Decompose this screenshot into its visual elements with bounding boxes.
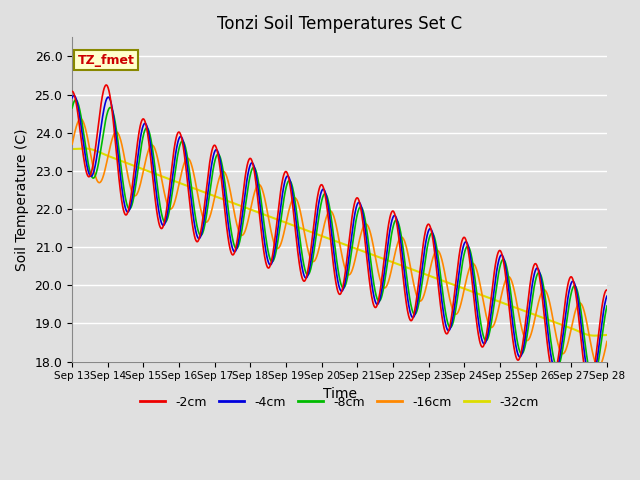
- Line: -4cm: -4cm: [72, 96, 607, 383]
- -32cm: [540, 315, 548, 321]
- Line: -16cm: -16cm: [72, 119, 607, 367]
- -16cm: [540, 287, 548, 293]
- -2cm: [493, 255, 500, 261]
- -32cm: [188, 185, 195, 191]
- -4cm: [70, 93, 78, 98]
- -32cm: [248, 207, 255, 213]
- Title: Tonzi Soil Temperatures Set C: Tonzi Soil Temperatures Set C: [217, 15, 462, 33]
- -16cm: [493, 314, 500, 320]
- -2cm: [68, 88, 76, 94]
- -32cm: [603, 332, 611, 338]
- -16cm: [77, 116, 84, 121]
- -32cm: [80, 145, 88, 151]
- -32cm: [423, 272, 431, 278]
- -32cm: [175, 180, 182, 185]
- -4cm: [540, 294, 548, 300]
- -4cm: [493, 269, 500, 275]
- Line: -2cm: -2cm: [72, 85, 607, 386]
- -2cm: [603, 287, 611, 293]
- -4cm: [248, 160, 255, 166]
- -8cm: [175, 148, 182, 154]
- -4cm: [175, 137, 182, 143]
- -2cm: [540, 308, 548, 314]
- -16cm: [423, 282, 431, 288]
- -8cm: [188, 184, 195, 190]
- -2cm: [586, 384, 593, 389]
- X-axis label: Time: Time: [323, 387, 356, 401]
- -8cm: [423, 248, 431, 253]
- -16cm: [603, 338, 611, 344]
- -16cm: [248, 203, 255, 209]
- -8cm: [493, 283, 500, 289]
- -4cm: [188, 199, 195, 204]
- Line: -8cm: -8cm: [72, 100, 607, 380]
- -16cm: [175, 184, 182, 190]
- -8cm: [248, 168, 255, 174]
- -2cm: [248, 156, 255, 162]
- Y-axis label: Soil Temperature (C): Soil Temperature (C): [15, 128, 29, 271]
- -16cm: [595, 364, 602, 370]
- -4cm: [423, 235, 431, 240]
- Legend: -2cm, -4cm, -8cm, -16cm, -32cm: -2cm, -4cm, -8cm, -16cm, -32cm: [135, 391, 544, 414]
- -2cm: [423, 224, 431, 229]
- -8cm: [68, 105, 76, 111]
- -8cm: [540, 285, 548, 290]
- -2cm: [175, 129, 182, 135]
- -4cm: [603, 293, 611, 299]
- -16cm: [68, 141, 76, 147]
- Text: TZ_fmet: TZ_fmet: [77, 54, 134, 67]
- -8cm: [72, 97, 80, 103]
- -8cm: [589, 377, 596, 383]
- -32cm: [591, 333, 598, 338]
- -32cm: [493, 298, 500, 303]
- -8cm: [603, 303, 611, 309]
- -32cm: [68, 146, 76, 152]
- -4cm: [588, 380, 595, 386]
- -4cm: [68, 95, 76, 101]
- -16cm: [188, 162, 195, 168]
- -2cm: [102, 82, 110, 88]
- Line: -32cm: -32cm: [72, 148, 607, 336]
- -2cm: [188, 215, 195, 220]
